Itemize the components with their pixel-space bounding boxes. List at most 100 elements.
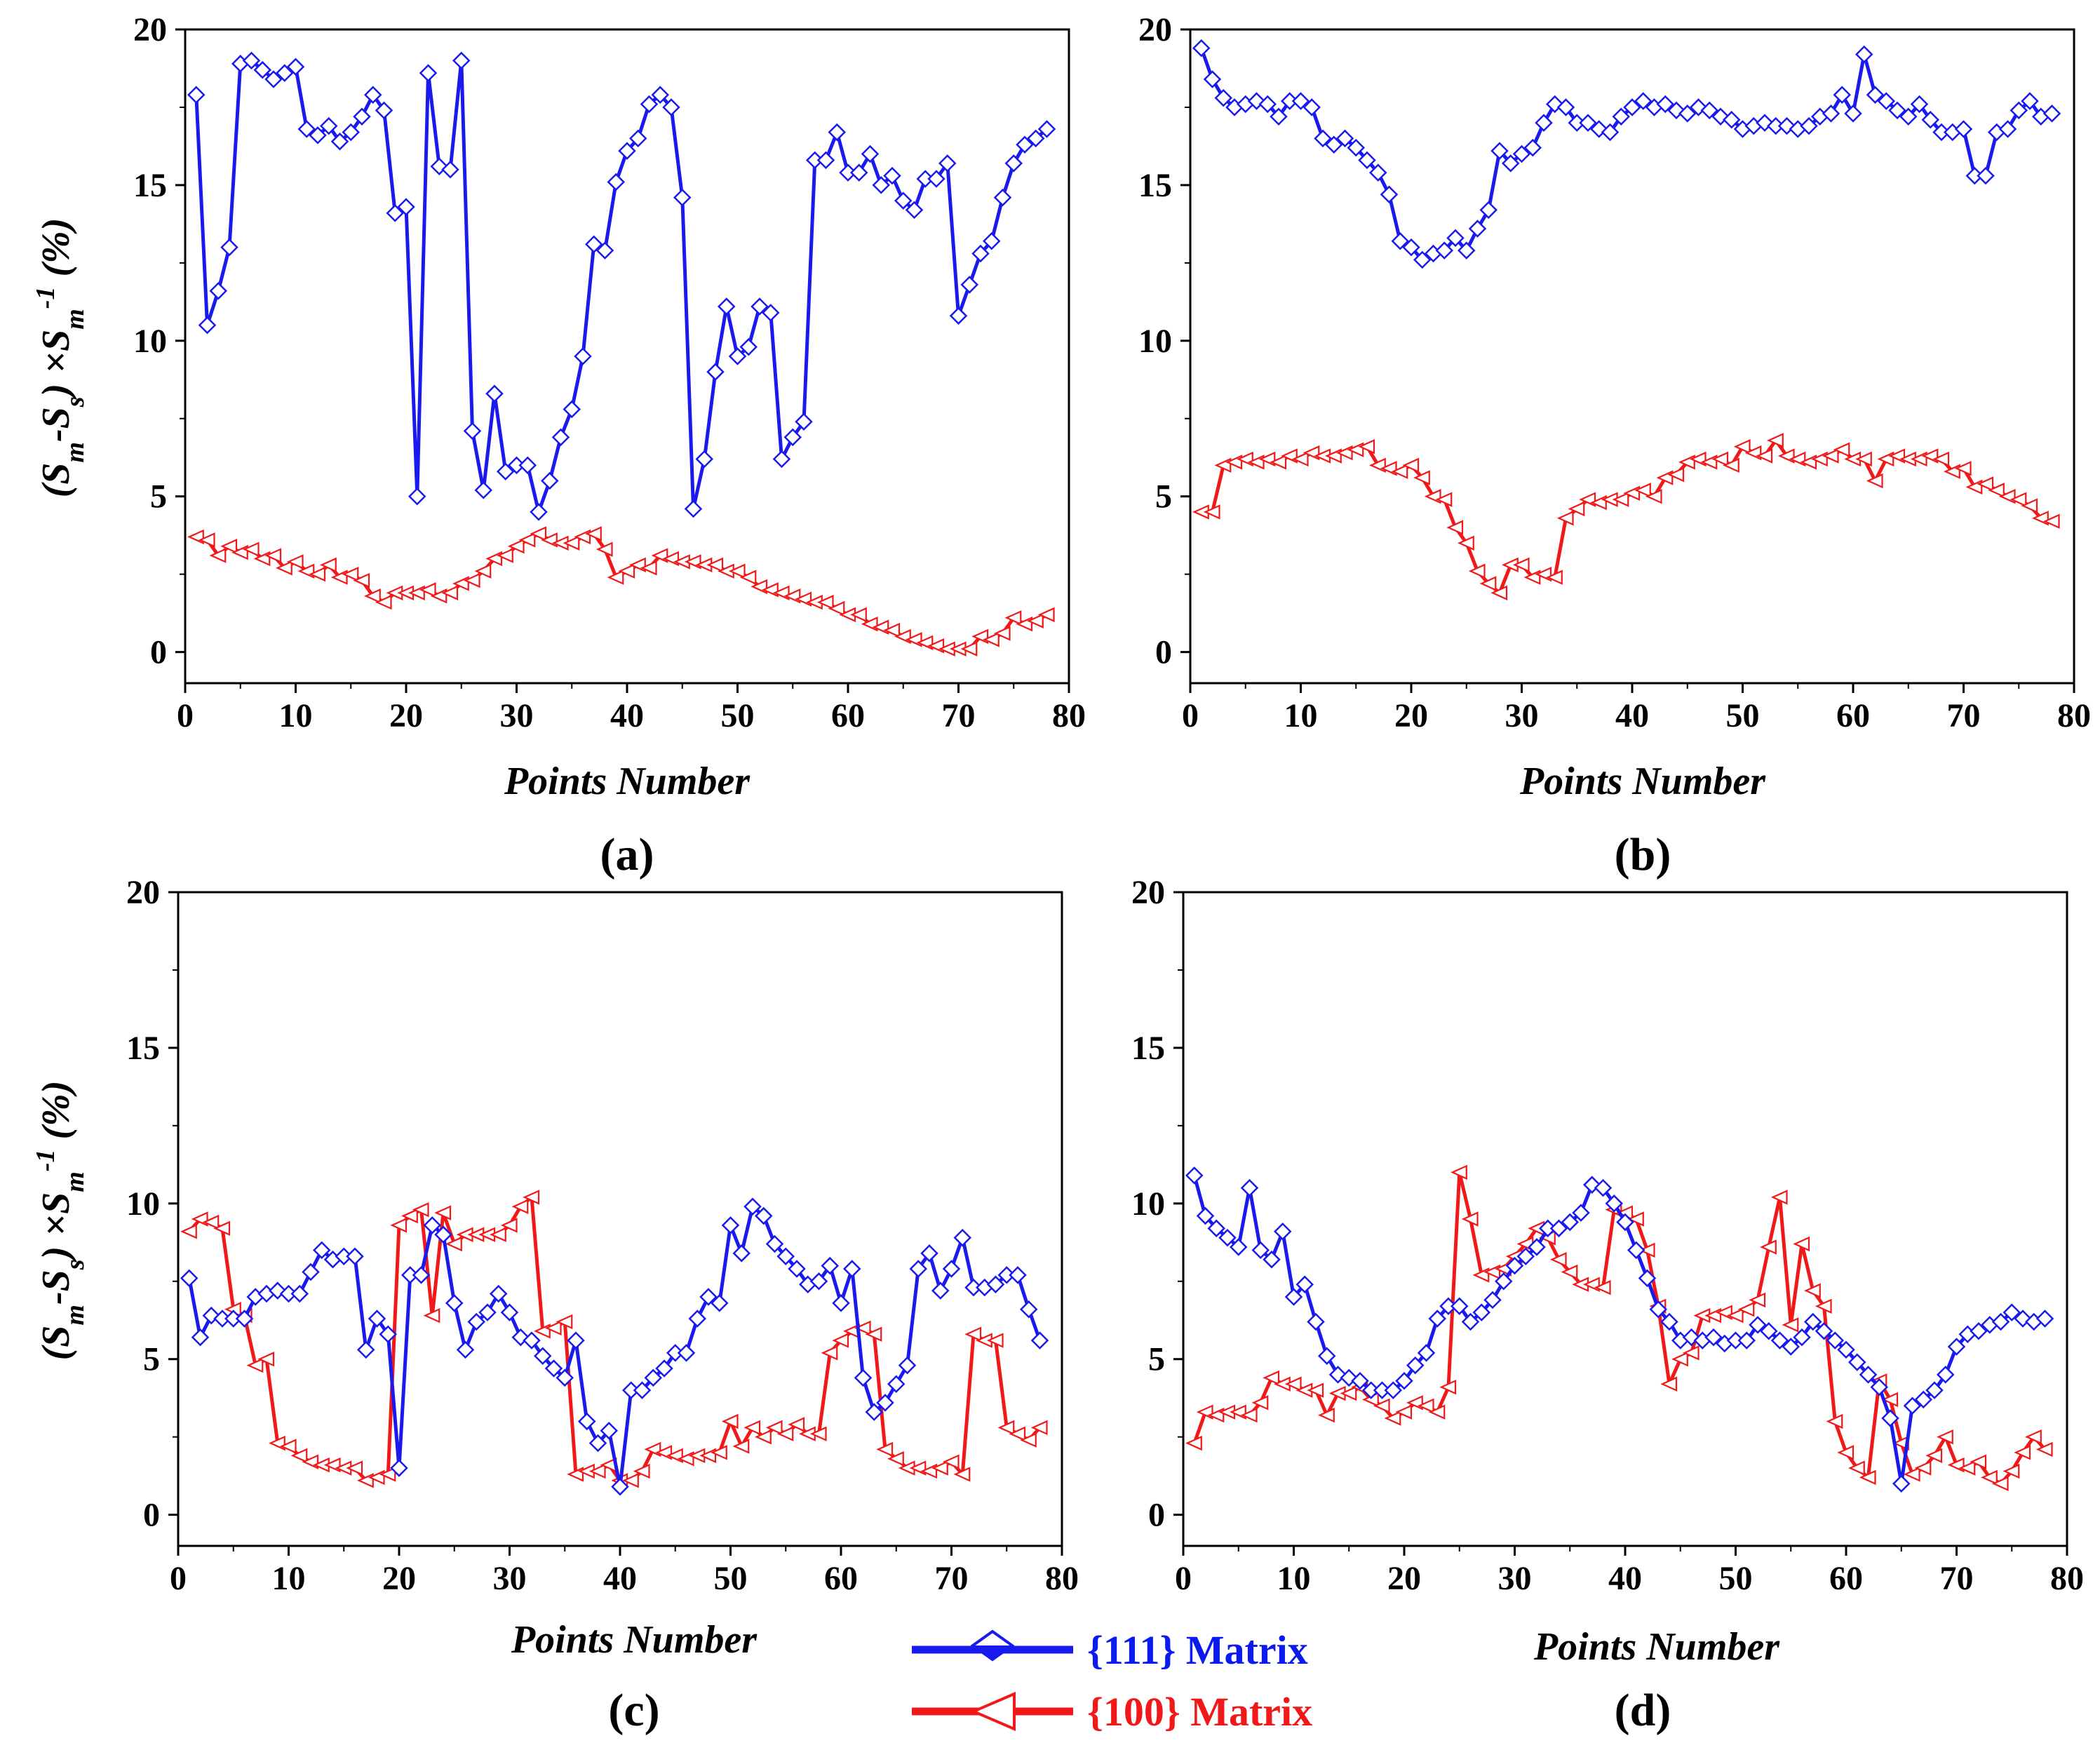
data-point-100 <box>633 1463 650 1479</box>
data-point-100 <box>2014 1445 2031 1460</box>
ylabel-part: m <box>60 1305 90 1326</box>
data-point-111 <box>220 238 238 257</box>
data-point-111 <box>600 1422 619 1440</box>
panel-label-b: (b) <box>1615 829 1671 880</box>
data-point-100 <box>887 1451 904 1467</box>
y-tick-label: 0 <box>143 1497 160 1534</box>
data-point-111 <box>633 1381 652 1399</box>
data-point-111 <box>761 304 780 322</box>
data-point-111 <box>2021 92 2039 110</box>
x-tick-label: 80 <box>1045 1560 1079 1597</box>
data-point-111 <box>1782 1338 1801 1356</box>
data-point-100 <box>1770 1190 1788 1205</box>
data-point-111 <box>644 1368 663 1387</box>
data-point-111 <box>563 400 581 419</box>
series-line-111 <box>1199 47 2053 262</box>
data-point-100 <box>434 1205 452 1220</box>
data-point-100 <box>585 526 602 541</box>
data-point-111 <box>1601 123 1620 142</box>
data-point-111 <box>467 1312 486 1331</box>
data-point-100 <box>1723 457 1739 473</box>
data-point-111 <box>842 1260 861 1278</box>
data-point-100 <box>563 535 580 551</box>
data-point-100 <box>876 1441 894 1458</box>
x-tick-label: 60 <box>1836 697 1870 734</box>
data-point-111 <box>434 1225 452 1244</box>
data-point-111 <box>684 499 703 518</box>
data-point-111 <box>717 297 736 316</box>
x-tick-label: 70 <box>942 697 976 734</box>
x-tick-label: 60 <box>824 1560 858 1597</box>
data-point-100 <box>1937 1429 1953 1445</box>
data-point-111 <box>390 1459 408 1477</box>
data-point-100 <box>1981 1469 1998 1486</box>
data-point-100 <box>1970 1454 1987 1469</box>
x-tick-label: 70 <box>1947 697 1981 734</box>
data-point-100 <box>1815 1298 1832 1314</box>
data-point-111 <box>809 1272 828 1291</box>
data-point-100 <box>1458 535 1474 551</box>
data-point-111 <box>1759 1322 1778 1340</box>
data-point-100 <box>353 572 370 588</box>
ylabel-part: m <box>60 309 90 330</box>
legend-diamond-marker-fill <box>973 1645 1012 1660</box>
data-point-100 <box>187 529 204 545</box>
data-point-100 <box>246 1357 264 1373</box>
data-point-111 <box>1660 1312 1678 1331</box>
data-point-111 <box>412 1266 431 1284</box>
data-point-111 <box>1899 107 1918 126</box>
data-point-111 <box>423 1216 442 1234</box>
data-point-111 <box>242 51 261 70</box>
x-tick-label: 30 <box>1498 1560 1532 1597</box>
data-point-111 <box>1461 1312 1480 1331</box>
data-point-100 <box>1384 1411 1401 1426</box>
data-point-111 <box>264 70 283 88</box>
data-point-111 <box>1627 1241 1645 1260</box>
data-point-100 <box>1977 476 1994 492</box>
data-point-111 <box>739 337 758 356</box>
data-point-111 <box>920 1244 938 1263</box>
data-point-100 <box>1594 1279 1611 1295</box>
data-point-111 <box>1019 1300 1038 1319</box>
data-point-111 <box>1284 1288 1303 1306</box>
data-point-100 <box>1804 1283 1821 1298</box>
data-point-111 <box>1793 1328 1811 1347</box>
data-point-111 <box>1009 1266 1027 1284</box>
data-point-111 <box>865 1403 884 1421</box>
ylabel-part: -1 <box>31 1150 60 1172</box>
data-point-111 <box>2014 1310 2032 1328</box>
data-point-111 <box>1815 1322 1833 1340</box>
ylabel-part: ) ×S <box>34 1192 78 1263</box>
data-point-111 <box>938 154 957 173</box>
data-point-100 <box>2025 1429 2042 1445</box>
data-point-111 <box>971 244 990 263</box>
data-point-100 <box>1417 1398 1434 1413</box>
data-point-100 <box>1037 607 1055 623</box>
data-point-100 <box>1711 451 1729 467</box>
data-point-111 <box>1402 238 1420 257</box>
data-point-111 <box>1991 1312 2010 1331</box>
data-point-111 <box>1870 1378 1889 1396</box>
data-point-100 <box>1468 563 1486 579</box>
data-point-100 <box>588 1463 606 1479</box>
data-point-100 <box>1568 501 1585 517</box>
y-tick-label: 15 <box>133 167 167 204</box>
data-point-111 <box>286 58 305 76</box>
data-point-100 <box>276 560 292 576</box>
data-point-111 <box>456 1340 475 1359</box>
x-tick-label: 70 <box>1940 1560 1974 1597</box>
x-tick-label: 40 <box>1615 697 1649 734</box>
data-point-100 <box>1682 1345 1699 1361</box>
data-point-111 <box>1450 1297 1469 1316</box>
data-point-100 <box>739 570 757 585</box>
data-point-111 <box>1203 70 1222 88</box>
data-point-100 <box>986 1333 1004 1348</box>
data-point-100 <box>1634 483 1651 498</box>
data-point-111 <box>828 123 847 142</box>
data-point-111 <box>1435 241 1454 260</box>
data-point-100 <box>1291 451 1309 467</box>
data-point-111 <box>2042 105 2061 123</box>
ylabel-part: -1 <box>31 287 60 309</box>
data-point-111 <box>1185 1166 1204 1185</box>
data-point-111 <box>496 462 515 480</box>
